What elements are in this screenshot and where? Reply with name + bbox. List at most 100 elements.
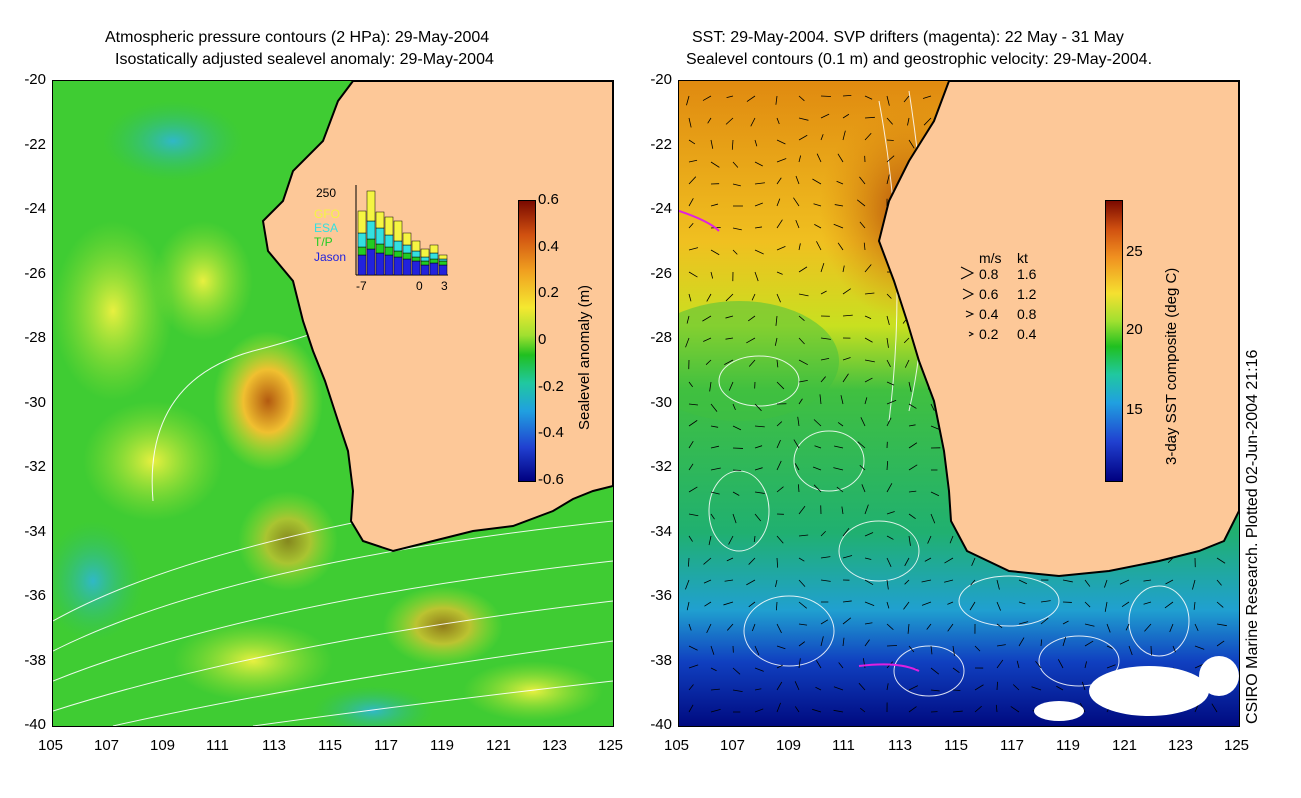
velocity-arrow (904, 359, 910, 368)
velocity-arrow (750, 117, 756, 127)
velocity-arrow (1125, 623, 1130, 631)
velocity-arrow (858, 682, 866, 691)
velocity-arrow (1216, 579, 1222, 586)
velocity-arrow (837, 153, 844, 163)
velocity-arrow (908, 513, 916, 519)
velocity-arrow (686, 315, 690, 324)
colorbar-tick-label: -0.4 (538, 424, 564, 442)
velocity-arrow (710, 645, 715, 655)
velocity-arrow (688, 486, 698, 493)
velocity-arrow (732, 161, 739, 168)
velocity-arrow (754, 202, 763, 207)
velocity-arrow (710, 445, 720, 449)
velocity-arrow (704, 601, 712, 607)
x-tick-label: 113 (888, 737, 912, 754)
velocity-arrow (688, 381, 693, 388)
inset-bar-segment (384, 216, 394, 236)
velocity-arrow (798, 155, 802, 163)
velocity-arrow (886, 337, 889, 348)
velocity-arrow (732, 491, 740, 496)
velocity-arrow (949, 535, 954, 544)
velocity-arrow (1062, 620, 1069, 625)
speed-key-row-kt: 0.4 (1017, 326, 1037, 342)
inset-bar-segment (384, 254, 394, 276)
velocity-arrow (1216, 601, 1224, 608)
sealevel-colorbar (518, 200, 536, 482)
inset-bar-segment (384, 246, 394, 256)
velocity-arrow (688, 117, 692, 128)
velocity-arrow (930, 667, 940, 675)
velocity-arrow (798, 579, 806, 587)
velocity-arrow (1193, 601, 1196, 610)
velocity-arrow (860, 707, 866, 713)
velocity-arrow (923, 117, 932, 126)
velocity-arrow (812, 178, 822, 185)
velocity-arrow (688, 513, 699, 517)
velocity-arrow (820, 556, 831, 559)
velocity-arrow (904, 557, 910, 567)
velocity-arrow (775, 95, 778, 105)
velocity-arrow (1216, 557, 1226, 564)
inset-bar-segment (420, 256, 430, 262)
velocity-arrow (908, 381, 912, 392)
velocity-arrow (842, 314, 853, 317)
velocity-arrow (908, 403, 917, 409)
velocity-arrow (688, 420, 698, 427)
velocity-arrow (732, 469, 742, 471)
y-tick-label: -40 (24, 716, 46, 733)
inset-bar-segment (411, 250, 421, 258)
velocity-arrow (863, 242, 866, 251)
velocity-arrow (836, 486, 844, 493)
inset-bar-segment (438, 254, 448, 260)
velocity-arrow (710, 667, 717, 672)
velocity-arrow (793, 439, 800, 449)
velocity-arrow (754, 491, 765, 494)
velocity-arrow (813, 484, 822, 493)
velocity-arrow (688, 293, 692, 302)
velocity-arrow (776, 246, 786, 251)
velocity-arrow (820, 579, 831, 582)
velocity-arrow (886, 601, 890, 609)
velocity-arrow (706, 623, 712, 634)
velocity-arrow (754, 667, 764, 672)
velocity-arrow (724, 359, 734, 365)
velocity-arrow (842, 600, 852, 603)
right-title-line2: Sealevel contours (0.1 m) and geostrophi… (686, 51, 1153, 68)
x-tick-label: 125 (598, 737, 624, 754)
inset-bar-segment (357, 232, 367, 248)
y-tick-label: -40 (650, 716, 672, 733)
velocity-arrow (794, 463, 800, 471)
velocity-arrow (1084, 661, 1087, 669)
velocity-arrow (1079, 702, 1086, 713)
y-tick-label: -22 (24, 135, 46, 153)
y-tick-label: -22 (650, 135, 672, 153)
velocity-arrow (842, 357, 851, 361)
velocity-arrow (820, 134, 824, 141)
velocity-arrow (842, 265, 845, 273)
velocity-arrow (728, 535, 734, 545)
y-tick-label: -24 (650, 200, 672, 217)
velocity-arrow (996, 579, 1000, 590)
x-tick-label: 115 (944, 737, 968, 754)
velocity-arrow (1040, 617, 1049, 625)
velocity-arrow (795, 175, 800, 185)
velocity-arrow (864, 315, 872, 319)
velocity-arrow (798, 134, 808, 141)
velocity-arrow (1062, 579, 1073, 583)
velocity-arrow (710, 708, 721, 713)
velocity-arrow (703, 579, 712, 584)
inset-bar-segment (357, 254, 367, 276)
velocity-arrow (725, 293, 734, 302)
velocity-arrow (776, 158, 787, 163)
velocity-arrow (754, 403, 762, 412)
velocity-arrow (857, 441, 866, 449)
inset-bar-segment (420, 260, 430, 266)
velocity-arrow (746, 95, 756, 102)
inset-x-tick-neg7: -7 (356, 279, 367, 293)
velocity-arrow (746, 337, 756, 344)
velocity-arrow (709, 381, 712, 392)
velocity-arrow (820, 290, 827, 295)
velocity-arrow (834, 445, 844, 449)
velocity-arrow (1012, 684, 1020, 691)
velocity-arrow (815, 686, 822, 691)
